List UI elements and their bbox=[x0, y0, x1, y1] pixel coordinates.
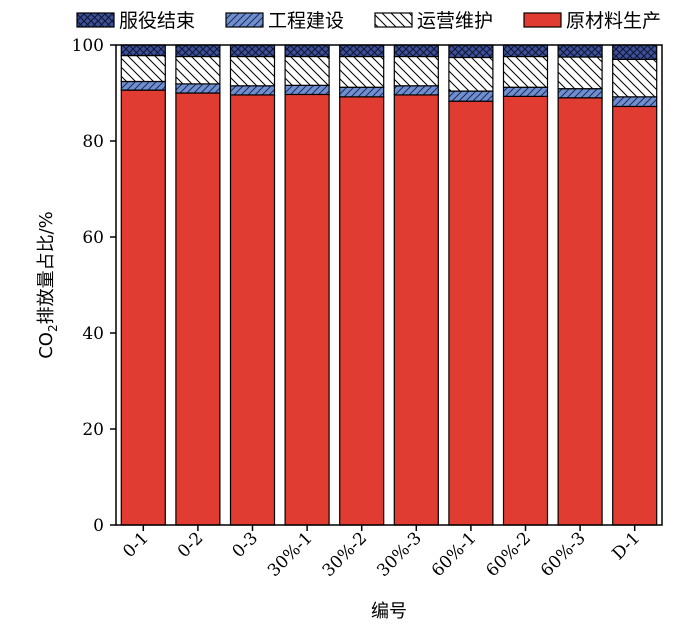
bar-segment-9-series-4 bbox=[557, 44, 603, 58]
bar-segment-1-series-2 bbox=[120, 80, 166, 91]
bar-segment-10-series-4 bbox=[612, 44, 658, 60]
bar-segment-6-series-3 bbox=[393, 55, 439, 87]
bar-segment-5-series-1 bbox=[339, 96, 385, 526]
y-tick-label: 80 bbox=[82, 132, 104, 152]
bar-segment-6-series-1 bbox=[393, 94, 439, 526]
bar-segment-5-series-2 bbox=[339, 86, 385, 98]
legend-swatch bbox=[225, 12, 264, 28]
bar-segment-1-series-1 bbox=[120, 89, 166, 526]
bar-segment-4-series-4 bbox=[284, 44, 330, 58]
bar-segment-6-series-4 bbox=[393, 44, 439, 58]
bar-segment-2-series-2 bbox=[175, 83, 221, 94]
bar-segment-1-series-4 bbox=[120, 44, 166, 57]
bar-segment-4-series-1 bbox=[284, 93, 330, 526]
y-tick-label: 40 bbox=[82, 324, 104, 344]
bar-segment-4-series-2 bbox=[284, 84, 330, 96]
bar-segment-8-series-3 bbox=[502, 55, 549, 88]
legend-label: 服役结束 bbox=[119, 10, 195, 32]
bar-segment-1-series-3 bbox=[120, 54, 166, 83]
x-axis-title: 编号 bbox=[371, 601, 407, 622]
bar-segment-2-series-1 bbox=[175, 92, 221, 526]
bar-segment-10-series-1 bbox=[612, 105, 658, 526]
bar-segment-7-series-4 bbox=[448, 44, 494, 59]
bar-segment-9-series-2 bbox=[557, 88, 603, 99]
x-tick-label: 30%-2 bbox=[319, 528, 372, 581]
bar-segment-3-series-2 bbox=[229, 85, 276, 96]
bar-segment-3-series-4 bbox=[229, 44, 276, 58]
bar-segment-8-series-4 bbox=[502, 44, 549, 58]
legend-swatch bbox=[374, 12, 413, 28]
bar-segment-8-series-2 bbox=[502, 86, 549, 97]
bar-segment-10-series-2 bbox=[612, 96, 658, 108]
bar-segment-7-series-2 bbox=[448, 90, 494, 102]
bar-segment-9-series-1 bbox=[557, 97, 603, 526]
x-tick-label: 60%-3 bbox=[537, 528, 590, 581]
y-tick-label: 20 bbox=[82, 420, 104, 440]
bar-segment-9-series-3 bbox=[557, 56, 603, 90]
legend-swatch bbox=[76, 12, 115, 28]
x-tick-label: 30%-3 bbox=[373, 528, 426, 581]
x-tick-label: 30%-1 bbox=[264, 528, 317, 581]
x-tick-label: 0-2 bbox=[174, 528, 208, 562]
bar-segment-10-series-3 bbox=[612, 58, 658, 98]
bar-segment-5-series-4 bbox=[339, 44, 385, 58]
bar-segment-2-series-3 bbox=[175, 55, 221, 85]
y-tick-label: 0 bbox=[93, 516, 104, 536]
legend-label: 原材料生产 bbox=[566, 10, 661, 32]
bars-group bbox=[120, 44, 658, 526]
bar-segment-5-series-3 bbox=[339, 55, 385, 88]
bar-segment-3-series-1 bbox=[229, 94, 276, 526]
bar-segment-8-series-1 bbox=[502, 95, 549, 526]
legend-swatch bbox=[523, 12, 562, 28]
x-tick-label: 60%-2 bbox=[482, 528, 535, 581]
bar-segment-2-series-4 bbox=[175, 44, 221, 58]
legend-label: 运营维护 bbox=[417, 10, 493, 32]
y-tick-label: 60 bbox=[82, 228, 104, 248]
x-tick-label: D-1 bbox=[609, 528, 645, 564]
bar-segment-3-series-3 bbox=[229, 55, 276, 87]
bar-segment-6-series-2 bbox=[393, 85, 439, 96]
bar-segment-7-series-3 bbox=[448, 56, 494, 92]
bar-segment-4-series-3 bbox=[284, 55, 330, 86]
plot-frame bbox=[115, 44, 663, 526]
x-tick-label: 60%-1 bbox=[428, 528, 481, 581]
bar-segment-7-series-1 bbox=[448, 100, 494, 526]
x-tick-label: 0-3 bbox=[229, 528, 263, 562]
x-tick-label: 0-1 bbox=[119, 528, 153, 562]
legend: 服役结束 工程建设 运营维护 原材料生产 bbox=[76, 10, 661, 32]
y-axis-title: CO2排放量占比/% bbox=[36, 211, 60, 359]
legend-label: 工程建设 bbox=[268, 10, 344, 32]
y-tick-label: 100 bbox=[72, 36, 104, 56]
